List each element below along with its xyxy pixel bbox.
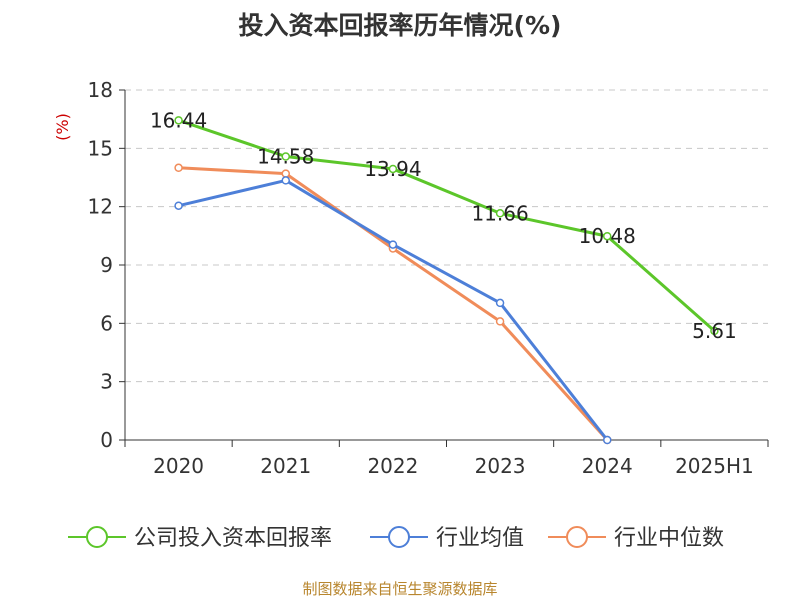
legend-label: 行业中位数 — [614, 526, 724, 551]
x-tick-label: 2024 — [582, 454, 633, 478]
legend-marker — [86, 526, 108, 548]
legend-marker — [388, 526, 410, 548]
data-point — [174, 201, 183, 210]
data-point — [174, 163, 183, 173]
data-point — [603, 435, 612, 445]
data-label: 13.94 — [364, 157, 421, 181]
data-point — [603, 231, 612, 241]
data-point — [495, 298, 505, 308]
y-tick-label: 18 — [88, 78, 113, 102]
chart-title: 投入资本回报率历年情况(%) — [238, 11, 562, 40]
series-line-1 — [178, 178, 609, 441]
legend-label: 行业均值 — [436, 526, 524, 551]
legend-item[interactable]: 行业均值 — [370, 526, 524, 551]
legend-marker — [566, 526, 588, 548]
data-point — [495, 317, 505, 326]
data-point — [710, 326, 719, 336]
data-point — [495, 209, 505, 218]
data-labels: 16.44 14.58 13.94 11.66 10.48 5.61 — [150, 108, 737, 343]
y-tick-label: 6 — [100, 311, 113, 335]
y-tick-label: 15 — [88, 136, 113, 160]
data-label: 5.61 — [692, 319, 737, 343]
series-line-0 — [178, 118, 716, 333]
legend-label: 公司投入资本回报率 — [134, 526, 332, 551]
x-tick-label: 2023 — [475, 454, 526, 478]
data-label: 14.58 — [257, 145, 314, 169]
data-point — [281, 169, 290, 178]
data-point — [281, 152, 290, 161]
x-tick-label: 2022 — [367, 454, 418, 478]
x-tick-label: 2020 — [153, 454, 204, 478]
y-axis-label: (%) — [53, 113, 72, 141]
series-line-2 — [178, 166, 609, 442]
axes: 0 3 6 9 12 15 18 2020 2021 2022 2023 2024 2025H1 — [88, 78, 769, 478]
grid-lines — [125, 89, 768, 383]
data-point — [388, 164, 398, 174]
y-tick-label: 12 — [88, 195, 113, 219]
data-label: 10.48 — [579, 224, 636, 248]
series-lines — [174, 116, 719, 445]
legend[interactable]: 公司投入资本回报率 行业均值 行业中位数 — [68, 526, 724, 551]
data-point — [388, 240, 398, 249]
y-tick-label: 0 — [100, 428, 113, 452]
y-tick-label: 3 — [100, 370, 113, 394]
x-tick-label: 2021 — [260, 454, 311, 478]
legend-item[interactable]: 行业中位数 — [548, 526, 724, 551]
y-tick-label: 9 — [100, 253, 113, 277]
x-tick-label: 2025H1 — [675, 454, 754, 478]
legend-item[interactable]: 公司投入资本回报率 — [68, 526, 332, 551]
data-point — [281, 176, 290, 185]
source-note: 制图数据来自恒生聚源数据库 — [302, 580, 498, 598]
data-label: 16.44 — [150, 108, 207, 132]
data-point — [174, 116, 183, 125]
data-label: 11.66 — [471, 201, 528, 225]
